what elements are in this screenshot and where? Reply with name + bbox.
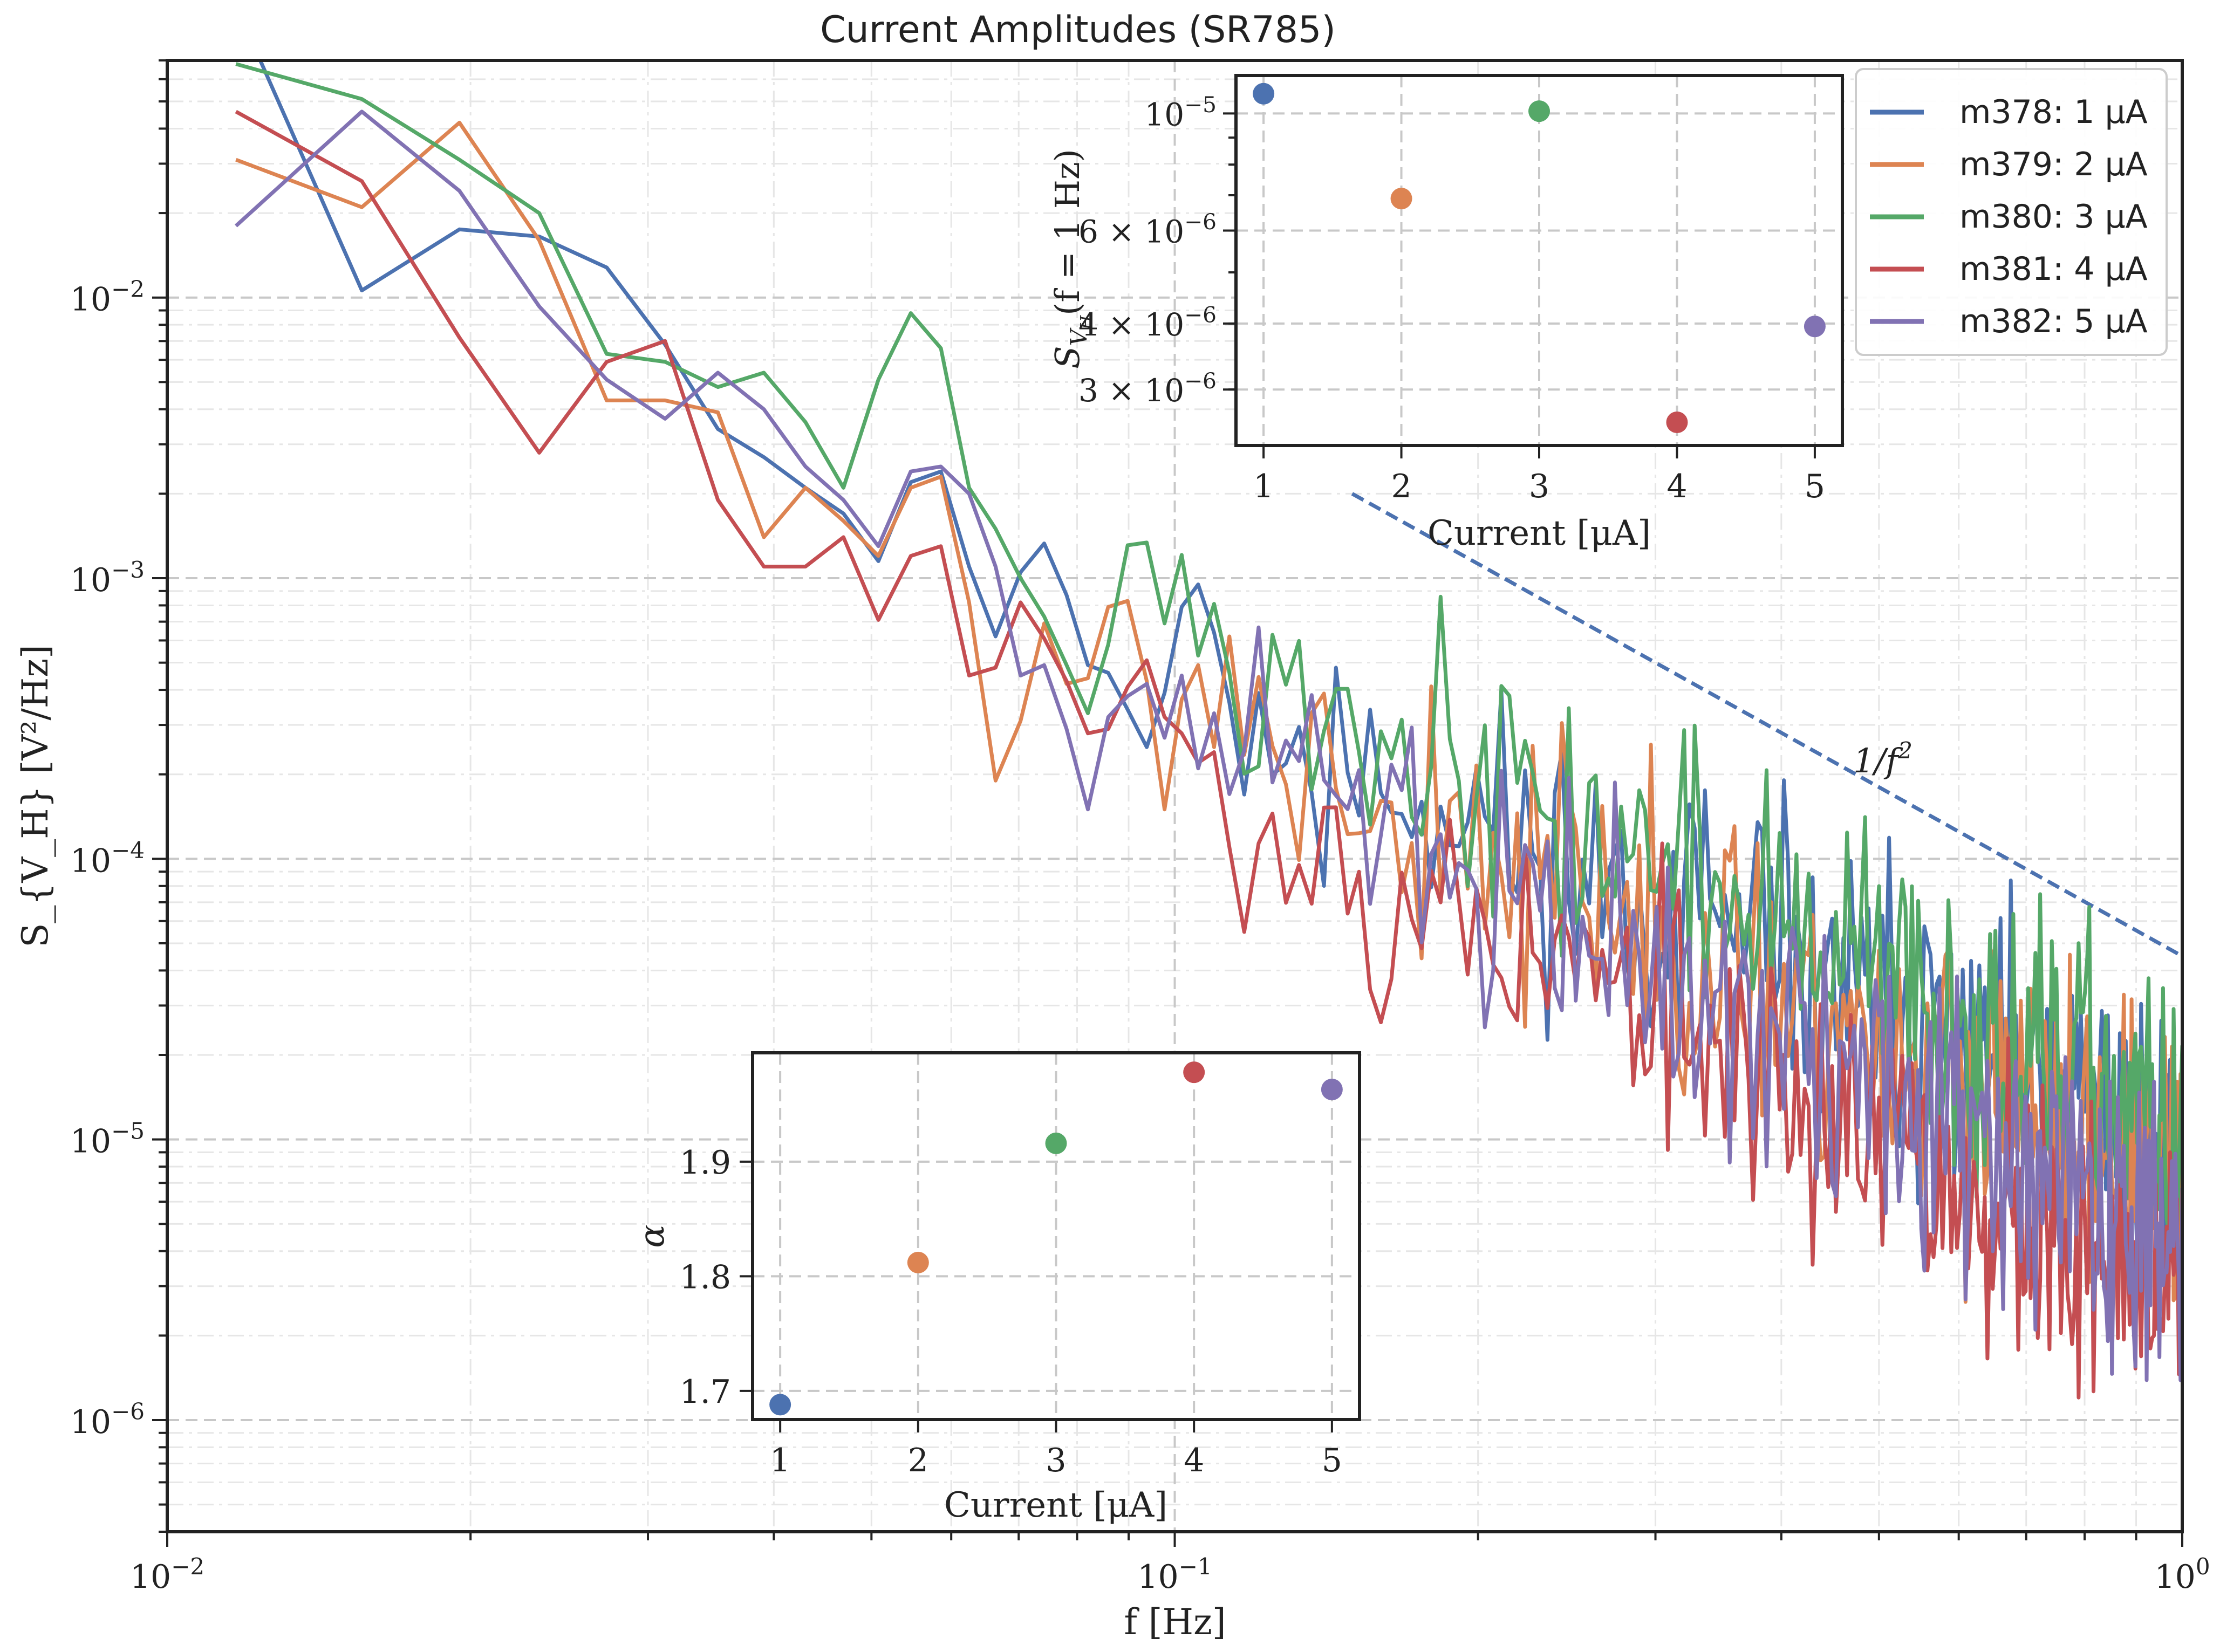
- inset-psd-point-2: [1390, 188, 1412, 210]
- inset-alpha-ticks: 1 2 3 4 5 1.7 1.8 1.9: [680, 1144, 1342, 1479]
- legend-box: [1855, 68, 2168, 356]
- inset-psd-x-label: Current [μA]: [1427, 513, 1651, 553]
- inset-alpha-grid: [753, 1053, 1360, 1420]
- inset-alpha: 1 2 3 4 5 1.7 1.8 1.9 Current [μA] α: [632, 1051, 1361, 1525]
- inset-psd-at-1hz: 1 2 3 4 5 3 × 10−6 4 × 10−6 6 × 10−6 10−5 Curren…: [1048, 74, 1844, 553]
- inset-alpha-x-tick-label: 5: [1322, 1442, 1342, 1479]
- inset-psd-point-1: [1253, 83, 1275, 105]
- inset-psd-ticks: 1 2 3 4 5 3 × 10−6 4 × 10−6 6 × 10−6 10−5: [1078, 92, 1825, 505]
- x-tick-label: 100: [2154, 1553, 2210, 1596]
- legend-entry: m378: 1 μA: [1870, 93, 2148, 131]
- inset-alpha-point-1: [769, 1394, 791, 1416]
- legend-label: m378: 1 μA: [1959, 93, 2148, 131]
- y-tick-label: 10−5: [70, 1118, 145, 1160]
- y-tick-label: 10−4: [70, 837, 145, 880]
- inset-alpha-y-tick-label: 1.9: [680, 1144, 731, 1182]
- inset-psd-grid: [1236, 76, 1842, 445]
- chart-title: Current Amplitudes (SR785): [820, 9, 1336, 51]
- inset-psd-y-tick-label: 10−5: [1144, 92, 1217, 133]
- series-line-m382: [234, 109, 2182, 1382]
- legend-entry: m379: 2 μA: [1870, 146, 2148, 183]
- legend-label: m382: 5 μA: [1959, 303, 2148, 340]
- main-series-group: [234, 60, 2182, 1400]
- inset-alpha-point-4: [1183, 1061, 1205, 1084]
- inset-psd-y-tick-label: 3 × 10−6: [1078, 368, 1217, 409]
- inset-alpha-x-tick-label: 3: [1046, 1442, 1066, 1479]
- inset-psd-point-4: [1666, 412, 1688, 434]
- inset-psd-point-3: [1528, 100, 1550, 122]
- inset-alpha-points: [769, 1061, 1343, 1416]
- reference-line: [1351, 492, 2182, 958]
- y-tick-label: 10−6: [70, 1399, 145, 1441]
- y-tick-label: 10−2: [70, 276, 145, 319]
- reference-line-1-over-f2: [1351, 492, 2182, 958]
- inset-psd-x-tick-label: 3: [1529, 468, 1549, 505]
- inset-alpha-x-tick-label: 4: [1184, 1442, 1204, 1479]
- inset-psd-x-tick-label: 1: [1253, 468, 1274, 505]
- inset-psd-points: [1253, 83, 1826, 434]
- legend-entry: m380: 3 μA: [1870, 198, 2148, 236]
- y-axis-label: S_{V_H} [V²/Hz]: [15, 645, 56, 948]
- inset-alpha-y-tick-label: 1.8: [680, 1258, 731, 1296]
- inset-psd-point-5: [1804, 316, 1826, 338]
- x-tick-label: 10−1: [1137, 1553, 1212, 1596]
- inset-alpha-x-tick-label: 2: [908, 1442, 928, 1479]
- inset-psd-y-tick-label: 4 × 10−6: [1078, 302, 1217, 343]
- inset-psd-y-label: SVH(f = 1 Hz): [1048, 149, 1096, 369]
- inset-alpha-x-tick-label: 1: [770, 1442, 790, 1479]
- inset-psd-x-tick-label: 4: [1666, 468, 1687, 505]
- legend: m378: 1 μA m379: 2 μA m380: 3 μA m381: 4…: [1855, 68, 2168, 356]
- legend-label: m381: 4 μA: [1959, 250, 2148, 288]
- legend-entry: m382: 5 μA: [1870, 303, 2148, 340]
- x-tick-label: 10−2: [130, 1553, 204, 1596]
- inset-alpha-y-label: α: [632, 1224, 672, 1247]
- inset-alpha-point-2: [907, 1251, 929, 1273]
- inset-alpha-y-tick-label: 1.7: [680, 1373, 731, 1411]
- legend-label: m380: 3 μA: [1959, 198, 2148, 236]
- inset-alpha-point-5: [1321, 1079, 1343, 1100]
- inset-psd-y-tick-label: 6 × 10−6: [1078, 209, 1217, 250]
- legend-entry: m381: 4 μA: [1870, 250, 2148, 288]
- inset-alpha-point-3: [1045, 1132, 1067, 1154]
- inset-alpha-x-label: Current [μA]: [944, 1485, 1167, 1525]
- inset-psd-x-tick-label: 5: [1805, 468, 1825, 505]
- x-axis-label: f [Hz]: [1124, 1601, 1226, 1643]
- inset-psd-x-tick-label: 2: [1391, 468, 1411, 505]
- main-axis-ticks: 10−2 10−1 100 10−6 10−5 10−4 10−3 10−2: [70, 59, 2210, 1596]
- y-tick-label: 10−3: [70, 557, 145, 599]
- reference-line-label: 1/f2: [1853, 737, 1913, 780]
- legend-label: m379: 2 μA: [1959, 146, 2148, 183]
